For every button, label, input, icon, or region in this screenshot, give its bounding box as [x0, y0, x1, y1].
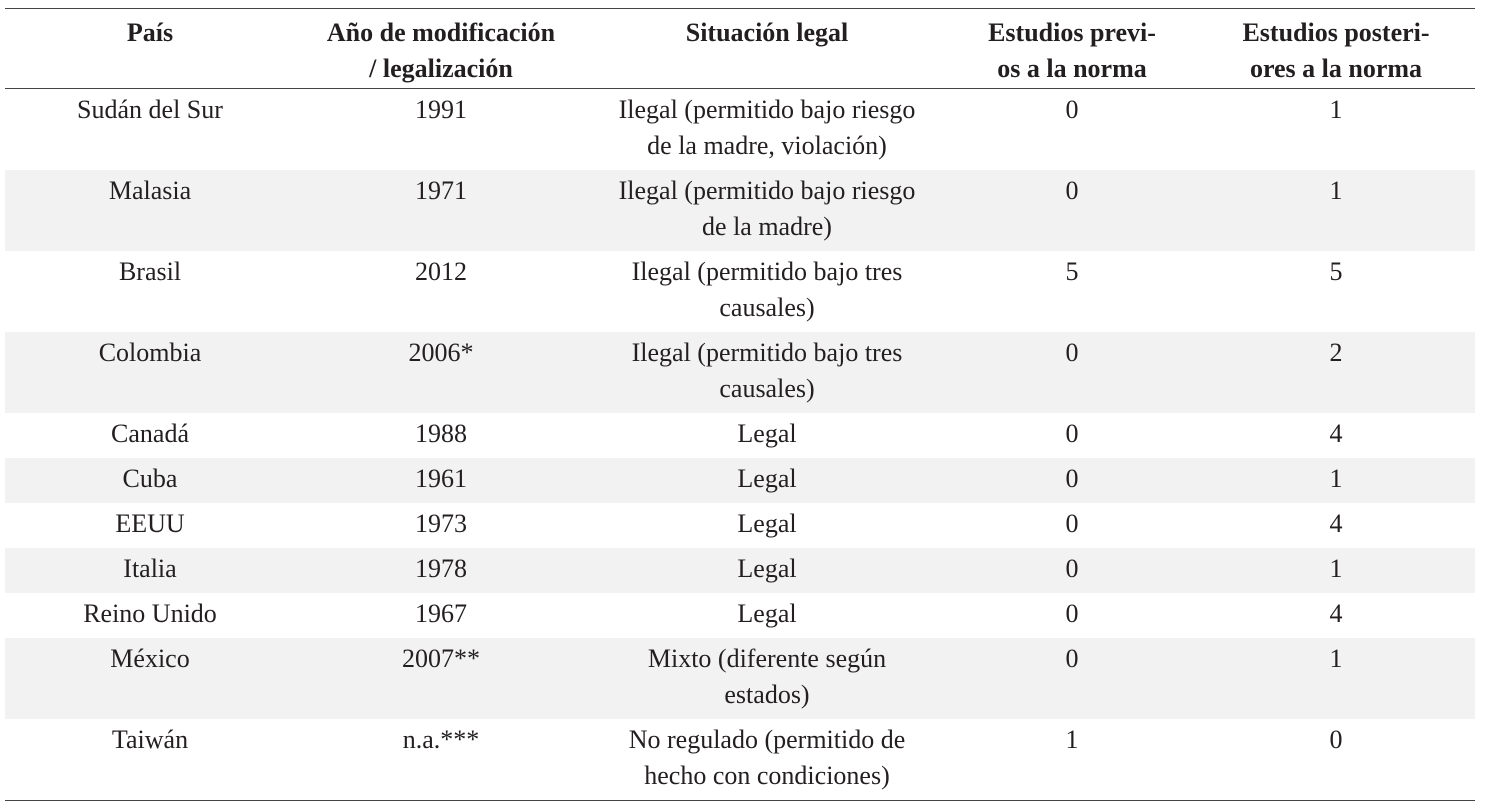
header-posteriores: Estudios posteri- ores a la norma	[1242, 18, 1430, 83]
cell-previos: 0	[1065, 176, 1079, 205]
table-row: México 2007** Mixto (diferente según estado…	[5, 638, 1475, 719]
cell-posteriores: 1	[1329, 644, 1343, 673]
cell-previos: 5	[1065, 257, 1079, 286]
cell-anio: n.a.***	[402, 725, 480, 754]
cell-previos: 0	[1065, 95, 1079, 124]
cell-pais: EEUU	[115, 509, 185, 538]
cell-posteriores: 1	[1329, 464, 1343, 493]
cell-pais: Cuba	[122, 464, 178, 493]
cell-posteriores: 4	[1329, 509, 1343, 538]
table-row: Reino Unido 1967 Legal 0 4	[5, 593, 1475, 638]
header-situacion: Situación legal	[685, 18, 849, 47]
cell-situacion: Legal	[737, 464, 797, 493]
cell-pais: Reino Unido	[83, 599, 217, 628]
cell-anio: 1971	[415, 176, 467, 205]
header-previos: Estudios previ- os a la norma	[988, 18, 1156, 83]
legal-status-table: País Año de modificación / legalización …	[5, 8, 1475, 801]
cell-anio: 1988	[415, 419, 467, 448]
cell-pais: Brasil	[118, 257, 182, 286]
table-row: EEUU 1973 Legal 0 4	[5, 503, 1475, 548]
cell-anio: 1973	[415, 509, 467, 538]
table-row: Colombia 2006* Ilegal (permitido bajo tres…	[5, 332, 1475, 413]
table-body: Sudán del Sur 1991 Ilegal (permitido bajo …	[5, 89, 1475, 800]
cell-pais: Taiwán	[111, 725, 189, 754]
cell-situacion: Mixto (diferente según estados)	[647, 644, 887, 709]
cell-anio: 1991	[415, 95, 467, 124]
cell-situacion: Legal	[737, 509, 797, 538]
cell-posteriores: 4	[1329, 419, 1343, 448]
cell-anio: 1978	[415, 554, 467, 583]
cell-anio: 2007**	[402, 644, 480, 673]
cell-posteriores: 1	[1329, 176, 1343, 205]
table-row: Canadá 1988 Legal 0 4	[5, 413, 1475, 458]
table-row: Brasil 2012 Ilegal (permitido bajo tres cau…	[5, 251, 1475, 332]
cell-posteriores: 0	[1329, 725, 1343, 754]
cell-previos: 1	[1065, 725, 1079, 754]
cell-pais: Italia	[123, 554, 177, 583]
cell-situacion: Ilegal (permitido bajo riesgo de la madre…	[618, 95, 916, 160]
cell-posteriores: 1	[1329, 554, 1343, 583]
cell-pais: México	[110, 644, 190, 673]
table-row: Taiwán n.a.*** No regulado (permitido de he…	[5, 719, 1475, 800]
cell-previos: 0	[1065, 554, 1079, 583]
header-pais: País	[126, 18, 174, 47]
cell-situacion: Legal	[737, 419, 797, 448]
cell-previos: 0	[1065, 464, 1079, 493]
cell-anio: 2012	[415, 257, 467, 286]
cell-pais: Malasia	[108, 176, 192, 205]
cell-previos: 0	[1065, 509, 1079, 538]
table-row: Malasia 1971 Ilegal (permitido bajo riesgo…	[5, 170, 1475, 251]
cell-previos: 0	[1065, 644, 1079, 673]
cell-situacion: Ilegal (permitido bajo tres causales)	[631, 338, 903, 403]
cell-previos: 0	[1065, 338, 1079, 367]
table-row: Italia 1978 Legal 0 1	[5, 548, 1475, 593]
table-bottom-rule	[5, 800, 1475, 801]
cell-situacion: Ilegal (permitido bajo tres causales)	[631, 257, 903, 322]
header-anio: Año de modificación / legalización	[326, 18, 556, 83]
table-row: Sudán del Sur 1991 Ilegal (permitido bajo …	[5, 89, 1475, 170]
cell-pais: Colombia	[98, 338, 202, 367]
cell-situacion: Legal	[737, 599, 797, 628]
cell-posteriores: 5	[1329, 257, 1343, 286]
cell-situacion: Legal	[737, 554, 797, 583]
table-row: Cuba 1961 Legal 0 1	[5, 458, 1475, 503]
cell-previos: 0	[1065, 419, 1079, 448]
cell-situacion: Ilegal (permitido bajo riesgo de la madre…	[618, 176, 916, 241]
cell-pais: Sudán del Sur	[77, 95, 223, 124]
table-header-row: País Año de modificación / legalización …	[5, 9, 1475, 89]
cell-anio: 1967	[415, 599, 467, 628]
table-top-rule	[5, 8, 1475, 9]
cell-posteriores: 1	[1329, 95, 1343, 124]
cell-posteriores: 4	[1329, 599, 1343, 628]
cell-previos: 0	[1065, 599, 1079, 628]
cell-anio: 1961	[415, 464, 467, 493]
cell-anio: 2006*	[408, 338, 474, 367]
cell-pais: Canadá	[111, 419, 189, 448]
cell-posteriores: 2	[1329, 338, 1343, 367]
cell-situacion: No regulado (permitido de hecho con condi…	[628, 725, 906, 790]
